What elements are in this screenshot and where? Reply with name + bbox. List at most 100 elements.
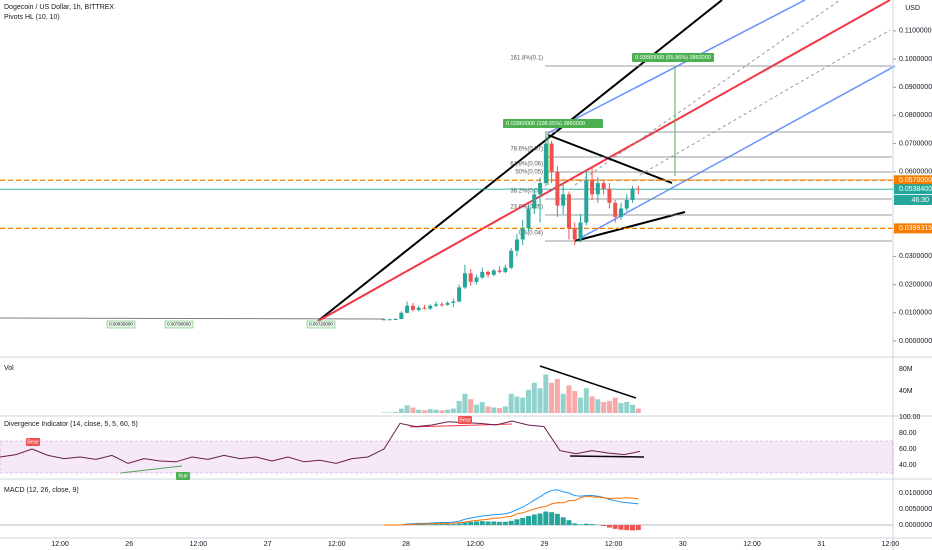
volume-bar bbox=[445, 409, 451, 413]
candle-body bbox=[636, 188, 641, 190]
time-label: 12:00 bbox=[51, 541, 69, 548]
candle-body bbox=[486, 271, 491, 275]
channel-line bbox=[639, 29, 891, 176]
macd-bar bbox=[502, 521, 508, 525]
volume-bar bbox=[572, 391, 578, 413]
macd-bar bbox=[630, 525, 636, 531]
volume-bar bbox=[560, 393, 566, 413]
volume-bar bbox=[606, 400, 612, 413]
volume-bar bbox=[601, 402, 607, 413]
fib-label: 161.8%(0.1) bbox=[510, 56, 543, 62]
candle-body bbox=[393, 319, 398, 321]
volume-bar bbox=[479, 402, 485, 413]
macd-bar bbox=[566, 520, 572, 525]
volume-bar bbox=[520, 397, 526, 413]
fib-label: 0%(0.04) bbox=[519, 231, 543, 237]
div-tick-label: 60.00 bbox=[899, 446, 917, 453]
countdown: 46:30 bbox=[911, 197, 929, 204]
candle-body bbox=[526, 208, 531, 229]
volume-bar bbox=[473, 404, 479, 413]
time-label: 27 bbox=[264, 541, 272, 548]
macd-bar bbox=[433, 524, 439, 525]
candle-body bbox=[613, 202, 618, 217]
triangle-line bbox=[574, 211, 686, 242]
signal-badge bbox=[176, 472, 190, 480]
panel-title: Vol bbox=[4, 365, 14, 372]
measure-box bbox=[503, 119, 603, 128]
time-label: 12:00 bbox=[743, 541, 761, 548]
macd-bar bbox=[560, 517, 566, 525]
macd-bar bbox=[572, 523, 578, 525]
candle-body bbox=[590, 180, 595, 195]
macd-bar bbox=[514, 519, 520, 525]
volume-bar bbox=[387, 412, 393, 413]
macd-bar bbox=[439, 524, 445, 525]
candle-body bbox=[555, 171, 560, 206]
macd-bar bbox=[554, 513, 560, 525]
macd-bar bbox=[624, 525, 630, 531]
panel-title: Divergence Indicator (14, close, 5, 5, 6… bbox=[4, 421, 138, 428]
trend-line bbox=[317, 0, 891, 322]
candle-body bbox=[410, 305, 415, 310]
volume-bar bbox=[450, 408, 456, 413]
pivot-box bbox=[164, 320, 194, 329]
time-label: 12:00 bbox=[328, 541, 346, 548]
volume-bar bbox=[635, 408, 641, 413]
volume-bar bbox=[404, 405, 410, 413]
pivot-label: 0.00830000 bbox=[109, 322, 133, 327]
measure-box bbox=[632, 53, 714, 62]
candle-body bbox=[532, 194, 537, 209]
countdown-badge bbox=[894, 195, 932, 205]
volume-bar bbox=[630, 404, 636, 413]
volume-bar bbox=[491, 407, 497, 413]
candle-body bbox=[457, 287, 462, 302]
candle-body bbox=[387, 319, 392, 321]
div-line bbox=[0, 420, 641, 464]
volume-tick-label: 40M bbox=[899, 388, 913, 395]
macd-bar bbox=[485, 521, 491, 525]
macd-bar bbox=[473, 521, 479, 525]
time-label: 31 bbox=[817, 541, 825, 548]
candle-body bbox=[549, 143, 554, 172]
price-tick-label: 0.11000000 bbox=[899, 28, 932, 35]
panel-title: MACD (12, 26, close, 9) bbox=[4, 487, 79, 494]
currency: USD bbox=[905, 5, 920, 12]
volume-bar bbox=[583, 388, 589, 413]
candle-body bbox=[491, 270, 496, 275]
candle-body bbox=[607, 188, 612, 203]
candle-body bbox=[422, 307, 427, 309]
volume-bar bbox=[410, 407, 416, 413]
volume-bar bbox=[618, 403, 624, 413]
candle-body bbox=[618, 208, 623, 217]
time-label: 30 bbox=[679, 541, 687, 548]
volume-bar bbox=[421, 410, 427, 413]
volume-bar bbox=[549, 382, 555, 413]
macd-bar bbox=[531, 514, 537, 525]
pivot-box bbox=[106, 320, 136, 329]
macd-bar bbox=[445, 524, 451, 525]
channel-line bbox=[574, 65, 896, 242]
candle-body bbox=[497, 270, 502, 272]
candle-body bbox=[601, 183, 606, 189]
macd-bar bbox=[456, 523, 462, 525]
div-tick-label: 80.00 bbox=[899, 430, 917, 437]
candle-body bbox=[474, 277, 479, 282]
measure-label: 0.03860000 (108.65%) 3860000 bbox=[506, 121, 585, 127]
macd-bar bbox=[427, 524, 433, 525]
div-line bbox=[569, 455, 645, 458]
signal-label: Bear bbox=[27, 439, 39, 445]
volume-bar bbox=[612, 397, 618, 413]
volume-bar bbox=[502, 406, 508, 413]
volume-bar bbox=[537, 388, 543, 413]
volume-bar bbox=[526, 389, 531, 413]
macd-bar bbox=[479, 521, 485, 525]
volume-bar bbox=[554, 378, 560, 413]
time-label: 12:00 bbox=[882, 541, 900, 548]
